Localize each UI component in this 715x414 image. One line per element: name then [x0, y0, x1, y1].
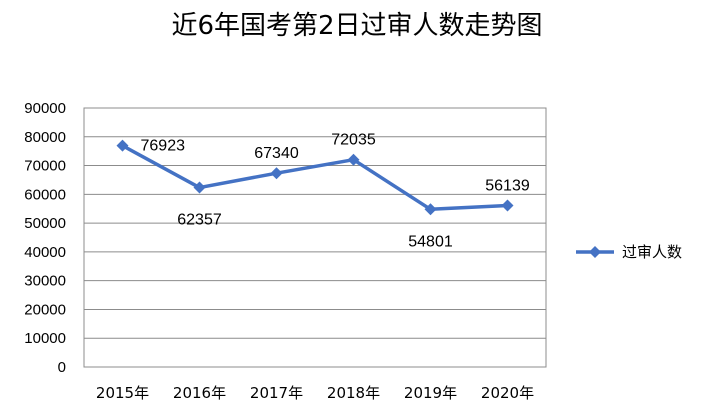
data-label: 56139	[485, 177, 530, 194]
x-tick-label: 2018年	[327, 384, 380, 402]
data-point-marker	[424, 203, 437, 216]
data-label: 62357	[177, 212, 222, 229]
y-tick-label: 20000	[24, 301, 66, 318]
data-point-marker	[193, 181, 206, 194]
data-point-marker	[501, 199, 514, 212]
data-labels: 76923 62357 67340 72035 54801 56139	[141, 132, 530, 251]
y-tick-label: 70000	[24, 158, 66, 175]
data-label: 72035	[331, 132, 376, 149]
y-tick-label: 10000	[24, 330, 66, 347]
data-point-marker	[347, 153, 360, 166]
legend: 过审人数	[576, 243, 682, 261]
x-tick-label: 2020年	[481, 384, 534, 402]
gridlines	[84, 107, 546, 339]
y-axis-ticks: 0 10000 20000 30000 40000 50000 60000 70000 8000…	[24, 100, 66, 376]
plot-border	[83, 107, 547, 368]
y-tick-label: 80000	[24, 129, 66, 146]
x-tick-label: 2016年	[173, 384, 226, 402]
legend-marker	[589, 246, 601, 258]
series-group	[116, 139, 514, 216]
x-axis-ticks: 2015年 2016年 2017年 2018年 2019年 2020年	[96, 384, 534, 402]
y-tick-label: 50000	[24, 215, 66, 232]
y-tick-label: 40000	[24, 244, 66, 261]
plot-area: 0 10000 20000 30000 40000 50000 60000 70000 8000…	[24, 100, 547, 402]
y-tick-label: 60000	[24, 186, 66, 203]
legend-label: 过审人数	[622, 243, 682, 261]
data-point-marker	[270, 167, 283, 180]
chart-title: 近6年国考第2日过审人数走势图	[171, 11, 542, 41]
data-label: 67340	[254, 145, 299, 162]
data-point-marker	[116, 139, 129, 152]
x-tick-label: 2019年	[404, 384, 457, 402]
data-label: 76923	[141, 138, 186, 155]
y-tick-label: 0	[58, 359, 66, 376]
data-label: 54801	[408, 233, 453, 250]
y-tick-label: 90000	[24, 100, 66, 117]
x-tick-label: 2015年	[96, 384, 149, 402]
y-tick-label: 30000	[24, 273, 66, 290]
x-tick-label: 2017年	[250, 384, 303, 402]
series-line	[121, 144, 508, 212]
